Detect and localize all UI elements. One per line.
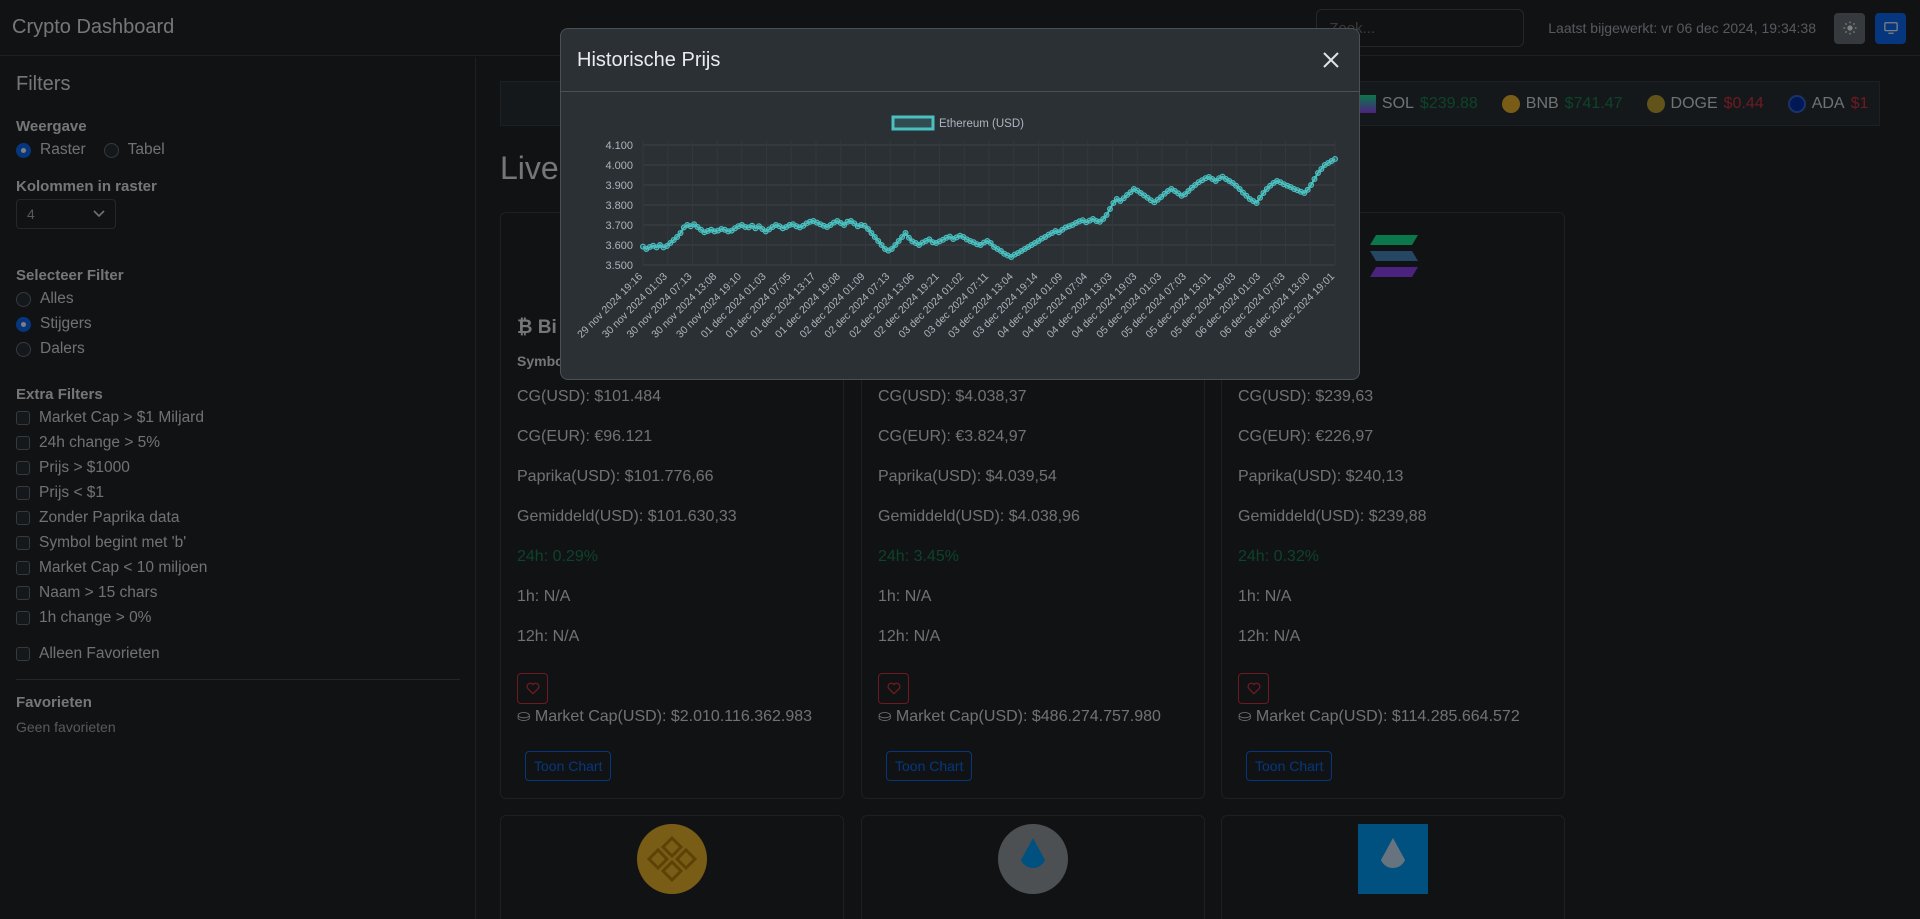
data-point (1304, 186, 1311, 193)
data-point (1253, 199, 1260, 206)
data-point (1331, 155, 1338, 162)
y-tick-label: 4.000 (605, 160, 633, 172)
data-point (888, 246, 895, 253)
data-point (1236, 185, 1243, 192)
legend-swatch (891, 115, 935, 131)
data-point (895, 238, 902, 245)
data-point (892, 242, 899, 249)
data-point (1256, 194, 1263, 201)
y-tick-label: 3.600 (605, 240, 633, 252)
data-point (1103, 211, 1110, 218)
data-point (1318, 165, 1325, 172)
close-icon (1323, 52, 1339, 68)
data-point (987, 240, 994, 247)
data-point (899, 234, 906, 241)
data-point (1260, 189, 1267, 196)
data-point (1233, 182, 1240, 189)
data-point (905, 234, 912, 241)
modal-title: Historische Prijs (577, 48, 721, 71)
data-point (1158, 193, 1165, 200)
data-point (875, 238, 882, 245)
data-point (878, 242, 885, 249)
data-point (674, 234, 681, 241)
data-point (1311, 175, 1318, 182)
data-point (871, 234, 878, 241)
legend-label: Ethereum (USD) (939, 118, 1024, 130)
modal-header: Historische Prijs (561, 29, 1359, 92)
y-tick-label: 4.100 (605, 140, 633, 152)
y-tick-label: 3.900 (605, 180, 633, 192)
history-modal: Historische Prijs 3.500 3.600 3.700 3.800 3.… (560, 28, 1360, 380)
data-point (1308, 181, 1315, 188)
data-point (1314, 169, 1321, 176)
data-point (865, 226, 872, 233)
y-tick-label: 3.700 (605, 220, 633, 232)
data-point (1106, 205, 1113, 212)
y-tick-label: 3.500 (605, 260, 633, 272)
y-tick-label: 3.800 (605, 200, 633, 212)
data-point (1110, 199, 1117, 206)
data-point (902, 230, 909, 237)
price-chart-area: 3.500 3.600 3.700 3.800 3.900 4.000 4.100 29 no… (561, 93, 1361, 381)
data-point (1100, 215, 1107, 222)
data-point (868, 230, 875, 237)
close-button[interactable] (1319, 48, 1343, 72)
data-point (677, 230, 684, 237)
